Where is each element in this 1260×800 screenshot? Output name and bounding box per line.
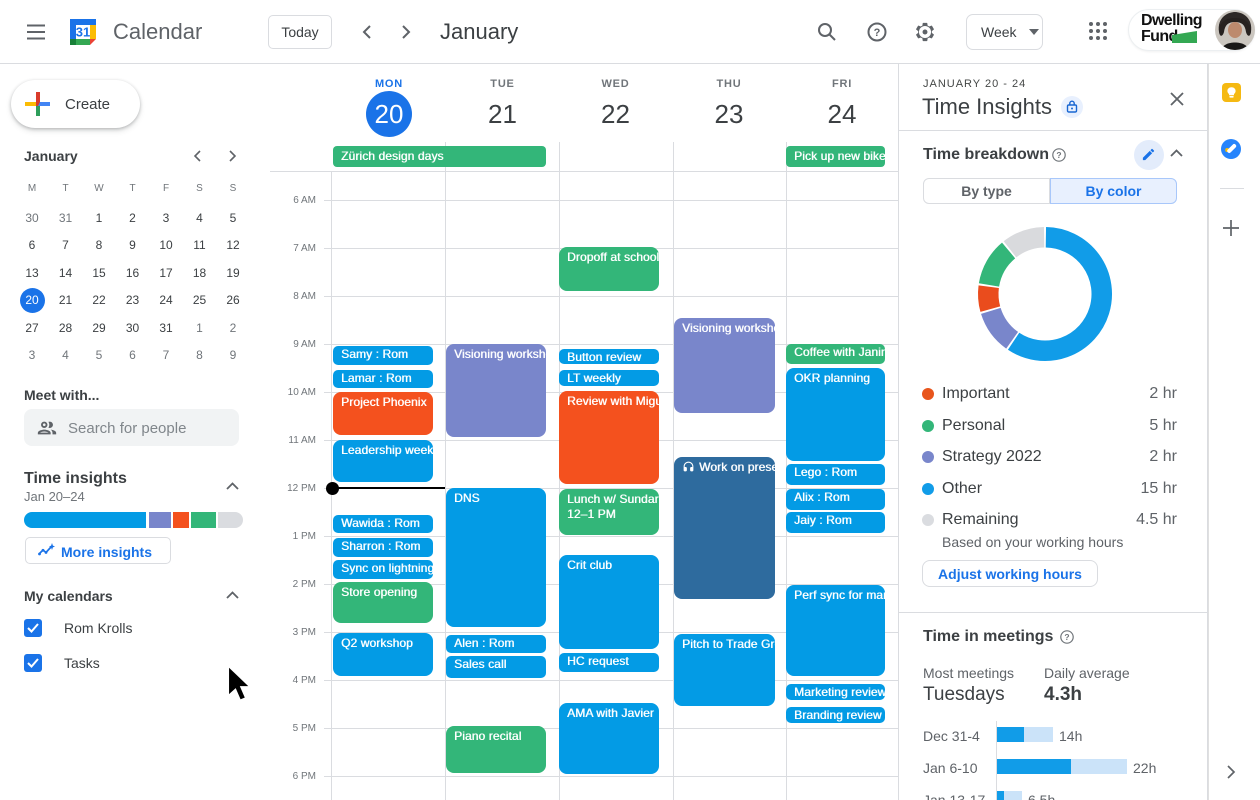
- svg-text:31: 31: [76, 25, 90, 40]
- svg-text:?: ?: [874, 27, 881, 39]
- svg-text:?: ?: [1064, 632, 1069, 642]
- svg-text:?: ?: [1056, 150, 1061, 160]
